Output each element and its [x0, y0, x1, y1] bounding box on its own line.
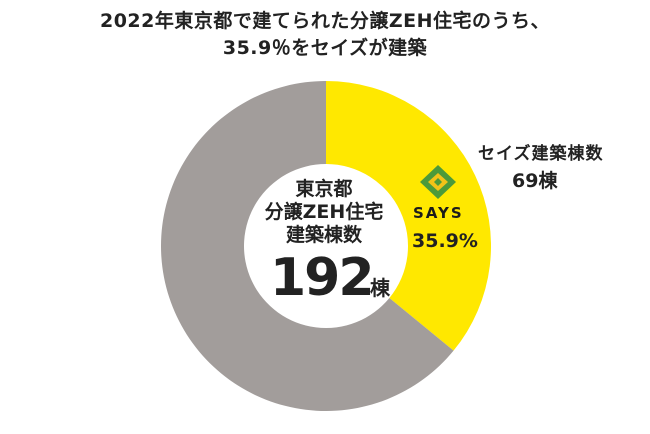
- center-label-line-1: 東京都: [295, 178, 353, 200]
- center-label-line-2: 分譲ZEH住宅: [264, 201, 384, 223]
- says-percent-label: 35.9%: [412, 230, 478, 252]
- says-count-label: 69棟: [512, 170, 558, 192]
- says-logo-icon: [420, 165, 456, 199]
- total-unit: 棟: [370, 276, 390, 300]
- chart-title-line-2: 35.9％をセイズが建築: [222, 37, 428, 59]
- donut-slice-others: [160, 81, 454, 412]
- says-series-label: セイズ建築棟数: [478, 144, 604, 164]
- says-brand-label: SAYS: [413, 204, 464, 222]
- chart-title-line-1: 2022年東京都で建てられた分譲ZEH住宅のうち、: [99, 10, 551, 32]
- donut-slice-says: [326, 81, 492, 351]
- center-label-line-3: 建築棟数: [285, 224, 362, 246]
- total-count: 192: [270, 248, 375, 308]
